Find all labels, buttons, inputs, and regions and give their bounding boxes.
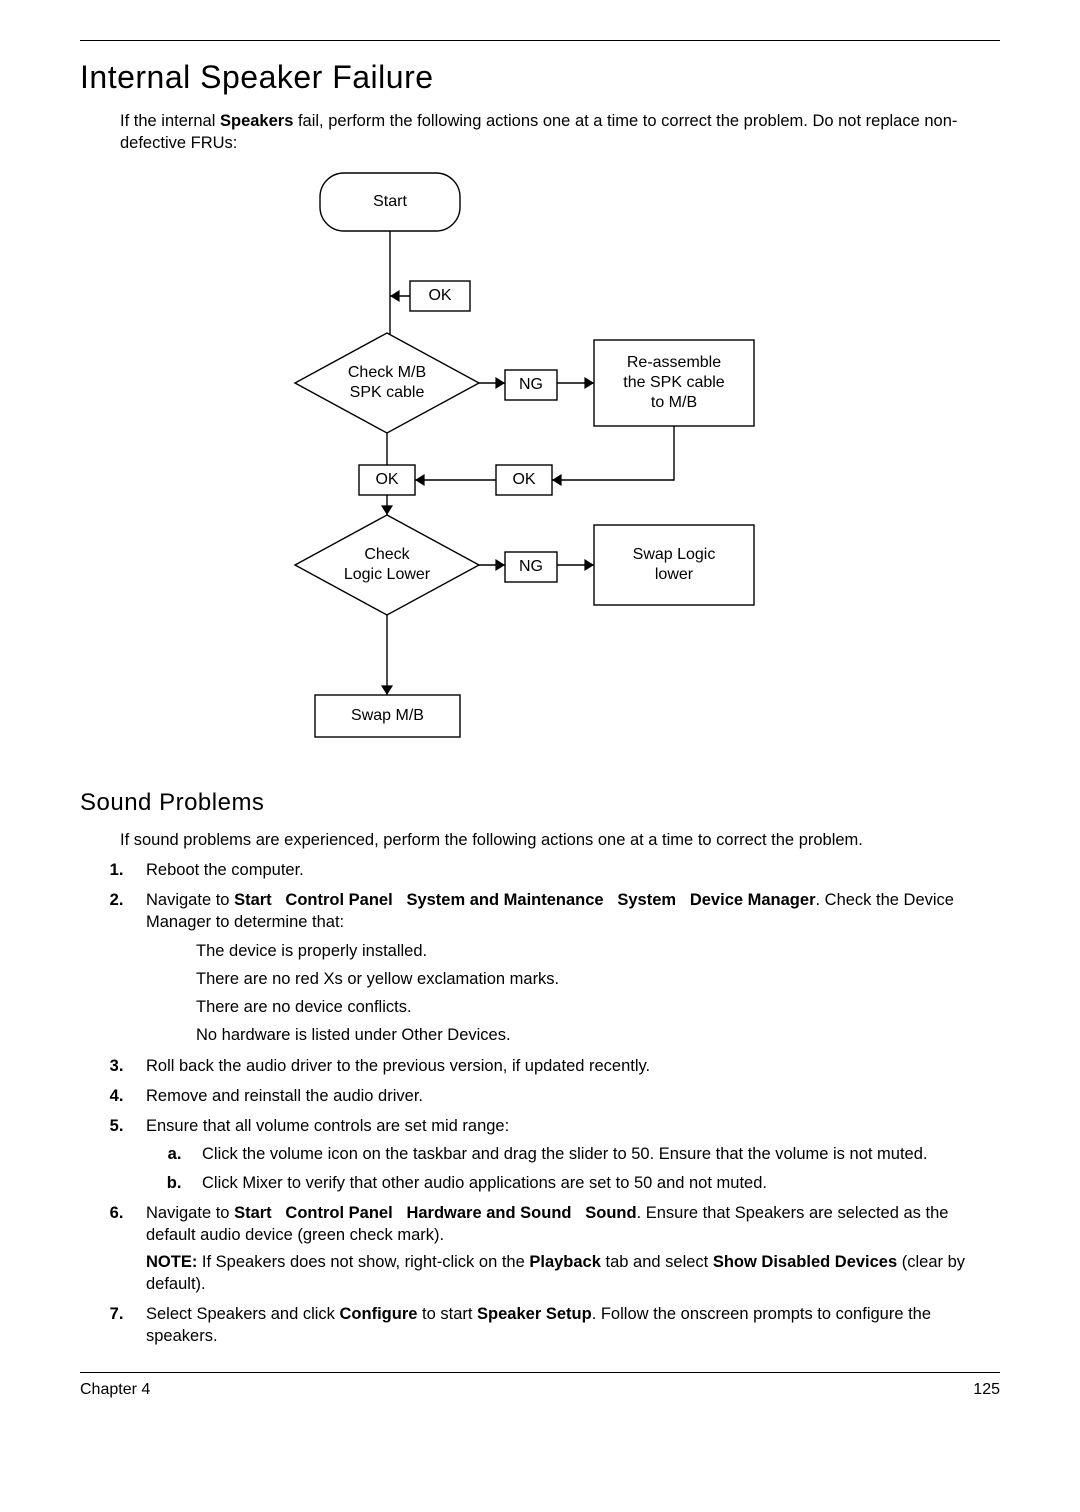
s2-sub3: There are no device conflicts. — [196, 996, 1000, 1018]
s5a: Click the volume icon on the taskbar and… — [186, 1143, 1000, 1165]
s6-note-b3: Show Disabled Devices — [713, 1253, 897, 1271]
step-7: Select Speakers and click Configure to s… — [128, 1303, 1000, 1348]
s2-b2: Control Panel — [285, 891, 392, 909]
svg-text:SPK cable: SPK cable — [350, 384, 425, 401]
steps-list: Reboot the computer. Navigate to Start C… — [128, 859, 1000, 1348]
svg-text:Logic Lower: Logic Lower — [344, 566, 431, 583]
bottom-rule — [80, 1372, 1000, 1373]
page-title: Internal Speaker Failure — [80, 59, 1000, 96]
svg-text:Check: Check — [364, 546, 410, 563]
svg-text:lower: lower — [655, 566, 694, 583]
step-5: Ensure that all volume controls are set … — [128, 1115, 1000, 1194]
s2-b5: Device Manager — [690, 891, 816, 909]
step-6-note: NOTE: If Speakers does not show, right-c… — [146, 1251, 1000, 1296]
s2-b4: System — [617, 891, 676, 909]
step-1: Reboot the computer. — [128, 859, 1000, 881]
s5b: Click Mixer to verify that other audio a… — [186, 1172, 1000, 1194]
s2-prefix: Navigate to — [146, 891, 234, 909]
svg-text:Swap Logic: Swap Logic — [633, 546, 716, 563]
svg-text:to M/B: to M/B — [651, 394, 697, 411]
svg-text:OK: OK — [428, 287, 451, 304]
svg-text:Check M/B: Check M/B — [348, 364, 426, 381]
svg-text:NG: NG — [519, 558, 543, 575]
step-2-sublist: The device is properly installed. There … — [196, 940, 1000, 1047]
step-4: Remove and reinstall the audio driver. — [128, 1085, 1000, 1107]
flowchart-svg: Start OK Check M/B SPK cable NG Re-assemble th… — [280, 165, 800, 765]
page-footer: Chapter 4 125 — [80, 1381, 1000, 1399]
s6-prefix: Navigate to — [146, 1204, 234, 1222]
s7-t1: to start — [417, 1305, 477, 1323]
s6-note-t2: tab and select — [601, 1253, 713, 1271]
footer-left: Chapter 4 — [80, 1381, 150, 1399]
s7-b1: Configure — [340, 1305, 418, 1323]
svg-text:Start: Start — [373, 193, 407, 210]
svg-text:OK: OK — [375, 471, 398, 488]
sound-problems-heading: Sound Problems — [80, 789, 1000, 817]
s2-sub4: No hardware is listed under Other Device… — [196, 1024, 1000, 1046]
s2-sub1: The device is properly installed. — [196, 940, 1000, 962]
s2-b3: System and Maintenance — [406, 891, 603, 909]
s6-b4: Sound — [585, 1204, 636, 1222]
s6-b3: Hardware and Sound — [406, 1204, 571, 1222]
svg-text:OK: OK — [512, 471, 535, 488]
s6-b1: Start — [234, 1204, 272, 1222]
s6-note-b1: NOTE: — [146, 1253, 197, 1271]
intro-bold: Speakers — [220, 112, 293, 130]
s2-b1: Start — [234, 891, 272, 909]
top-rule — [80, 40, 1000, 41]
intro-text-prefix: If the internal — [120, 112, 220, 130]
intro-paragraph: If the internal Speakers fail, perform t… — [120, 110, 1000, 155]
sound-intro: If sound problems are experienced, perfo… — [120, 829, 1000, 851]
s7-prefix: Select Speakers and click — [146, 1305, 340, 1323]
step-6: Navigate to Start Control Panel Hardware… — [128, 1202, 1000, 1295]
step-2: Navigate to Start Control Panel System a… — [128, 889, 1000, 1047]
s6-b2: Control Panel — [285, 1204, 392, 1222]
svg-text:Swap M/B: Swap M/B — [351, 707, 424, 724]
s6-note-t1: If Speakers does not show, right-click o… — [197, 1253, 529, 1271]
s5-text: Ensure that all volume controls are set … — [146, 1117, 509, 1135]
footer-right: 125 — [973, 1381, 1000, 1399]
s7-b2: Speaker Setup — [477, 1305, 592, 1323]
step-5-sublist: Click the volume icon on the taskbar and… — [186, 1143, 1000, 1194]
flowchart-container: Start OK Check M/B SPK cable NG Re-assemble th… — [80, 165, 1000, 765]
s6-note-b2: Playback — [529, 1253, 601, 1271]
step-3: Roll back the audio driver to the previo… — [128, 1055, 1000, 1077]
svg-text:Re-assemble: Re-assemble — [627, 354, 721, 371]
s2-sub2: There are no red Xs or yellow exclamatio… — [196, 968, 1000, 990]
svg-text:the SPK cable: the SPK cable — [623, 374, 725, 391]
svg-text:NG: NG — [519, 376, 543, 393]
